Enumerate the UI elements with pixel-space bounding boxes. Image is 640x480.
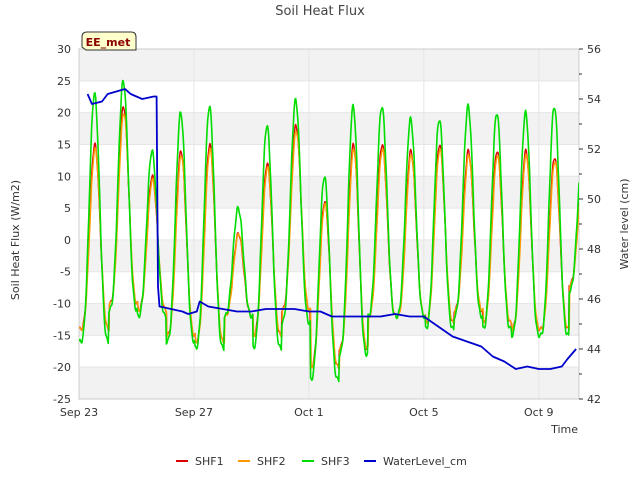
right-axis: 42 44 46 48 50 52 54 56 [579,43,601,406]
right-tick-label: 56 [587,43,601,56]
legend-label: SHF3 [321,455,350,468]
right-tick-label: 54 [587,93,601,106]
series-layer [79,79,579,383]
series-waterlevel-line [86,88,577,370]
plot-band [79,176,579,209]
right-tick-label: 50 [587,193,601,206]
left-tick-label: -20 [53,361,71,374]
plot-band [79,49,579,81]
chart-title: Soil Heat Flux [275,4,365,19]
legend-label: SHF1 [195,455,224,468]
plot-band [79,367,579,399]
right-tick-label: 48 [587,243,601,256]
legend-label: WaterLevel_cm [383,455,467,468]
legend-label: SHF2 [257,455,286,468]
left-tick-label: 15 [57,138,71,151]
right-tick-label: 42 [587,393,601,406]
left-axis: -25 -20 -15 -10 -5 0 5 10 15 20 25 30 [53,43,71,406]
left-tick-label: 25 [57,75,71,88]
legend: SHF1 SHF2 SHF3 WaterLevel_cm [176,455,467,468]
left-tick-label: 10 [57,170,71,183]
left-tick-label: -5 [60,266,71,279]
left-tick-label: 30 [57,43,71,56]
left-tick-label: -10 [53,298,71,311]
plot-bands [79,49,579,399]
left-tick-label: -15 [53,329,71,342]
plot-band [79,112,579,145]
x-tick-label: Sep 23 [60,406,98,419]
x-tick-label: Oct 9 [524,406,554,419]
plot-frame [78,48,580,400]
right-tick-label: 44 [587,343,601,356]
y-axis-left-label: Soil Heat Flux (W/m2) [9,180,22,300]
y-axis-right-label: Water level (cm) [618,178,631,269]
left-tick-label: 5 [64,202,71,215]
x-axis-label: Time [550,423,578,436]
right-tick-label: 46 [587,293,601,306]
plot-band [79,303,579,336]
right-tick-label: 52 [587,143,601,156]
left-tick-label: 20 [57,107,71,120]
x-tick-label: Sep 27 [175,406,213,419]
ee-met-badge: EE_met [81,31,137,51]
x-axis: Sep 23 Sep 27 Oct 1 Oct 5 Oct 9 [60,406,554,419]
left-tick-label: 0 [64,234,71,247]
left-tick-label: -25 [53,393,71,406]
x-tick-label: Oct 5 [409,406,439,419]
badge-label: EE_met [86,36,131,49]
x-tick-label: Oct 1 [294,406,324,419]
grid-lines [78,48,579,400]
